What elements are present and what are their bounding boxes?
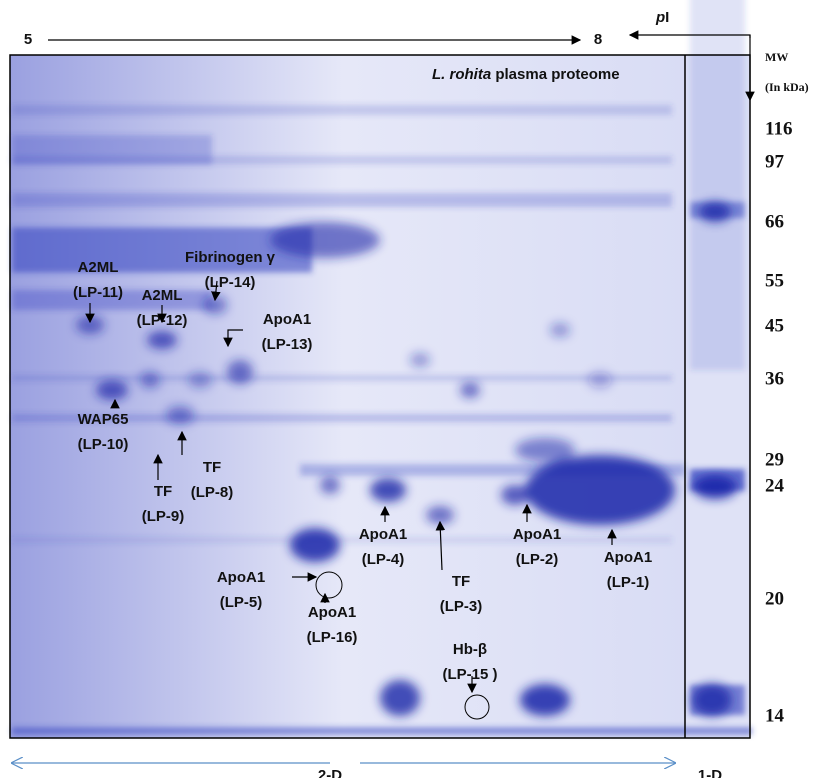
gel-streak — [12, 135, 212, 165]
gel-spot — [188, 372, 212, 388]
gel-streak — [12, 414, 672, 422]
pi-label: pI — [655, 9, 669, 26]
spot-circle — [464, 694, 490, 720]
annotation-protein: TF — [203, 459, 221, 476]
gel-spot — [147, 331, 177, 349]
gel-spot — [203, 296, 227, 314]
annotation-protein: ApoA1 — [308, 604, 356, 621]
annotation-spot: (LP-3) — [440, 598, 483, 615]
mw-marker: 14 — [765, 705, 785, 726]
gel-spot — [270, 222, 380, 258]
gel-spot — [520, 684, 570, 716]
annotation-protein: WAP65 — [78, 411, 129, 428]
gel-spot — [525, 455, 675, 525]
mw-marker: 45 — [765, 315, 784, 336]
pi-end: 8 — [594, 31, 602, 48]
1d-label: 1-D — [698, 767, 722, 778]
gel-spot — [588, 372, 612, 388]
annotation-protein: Fibrinogen γ — [185, 249, 276, 266]
annotation-protein: ApoA1 — [513, 526, 561, 543]
annotation-pointer — [435, 520, 446, 571]
mw-marker: 97 — [765, 151, 785, 172]
gel-spot — [96, 380, 128, 400]
pi-italic: p — [655, 9, 665, 26]
gel-spot — [550, 323, 570, 337]
annotation-protein: ApoA1 — [604, 549, 652, 566]
annotation-spot: (LP-4) — [362, 551, 405, 568]
annotation-protein: A2ML — [78, 259, 119, 276]
gel-streak — [12, 375, 672, 381]
annotation-spot: (LP-11) — [73, 284, 123, 301]
annotation-protein: ApoA1 — [359, 526, 407, 543]
gel-image — [9, 0, 752, 739]
gel-spot — [460, 382, 480, 398]
pi-start: 5 — [24, 31, 32, 48]
gel-spot — [227, 360, 253, 384]
gel-spot — [290, 528, 340, 562]
annotation-spot: (LP-16) — [307, 629, 358, 646]
mw-marker: 20 — [765, 588, 784, 609]
gel-spot — [380, 680, 420, 716]
gel-streak — [690, 0, 745, 370]
annotation-spot: (LP-10) — [78, 436, 129, 453]
gel-spot — [76, 316, 104, 334]
mw-label: MW — [765, 50, 788, 64]
gel-streak — [12, 105, 672, 115]
gel-streak — [12, 193, 672, 207]
annotation-protein: Hb-β — [453, 641, 487, 658]
annotation-protein: ApoA1 — [263, 311, 311, 328]
annotation-spot: (LP-13) — [262, 336, 313, 353]
gel-spot — [515, 438, 575, 462]
annotation-spot: (LP-9) — [142, 508, 185, 525]
species: L. rohita — [432, 66, 491, 83]
gel-spot — [410, 353, 430, 367]
gel-spot — [692, 684, 732, 716]
annotation-spot: (LP-14) — [205, 274, 256, 291]
mw-marker: 55 — [765, 270, 784, 291]
annotation-pointer — [223, 329, 243, 348]
mw-marker: 66 — [765, 211, 784, 232]
gel-streak — [12, 537, 672, 543]
annotation-protein: A2ML — [142, 287, 183, 304]
2d-label: 2-D — [318, 767, 342, 778]
annotation-spot: (LP-2) — [516, 551, 559, 568]
gel-streak — [12, 156, 672, 164]
annotation-spot: (LP-8) — [191, 484, 234, 501]
title-rest: plasma proteome — [495, 66, 619, 83]
pi-rest: I — [665, 9, 669, 26]
gel-spot — [166, 406, 194, 424]
annotation-protein: TF — [452, 573, 470, 590]
gel-spot — [426, 506, 454, 524]
mw-marker: 36 — [765, 368, 784, 389]
mw-marker: 29 — [765, 449, 784, 470]
gel-streak — [12, 727, 752, 735]
annotation-spot: (LP-1) — [607, 574, 650, 591]
gel-title: L. rohita plasma proteome — [432, 66, 620, 83]
gel-spot — [693, 475, 737, 499]
annotation-spot: (LP-15 ) — [442, 666, 497, 683]
gel-spot — [370, 478, 406, 502]
gel-spot — [501, 485, 529, 505]
annotation-protein: ApoA1 — [217, 569, 265, 586]
gel-streak — [12, 227, 312, 273]
gel-spot — [140, 372, 160, 388]
annotation-pointer — [211, 280, 221, 302]
mw-marker: 24 — [765, 475, 785, 496]
mw-marker: 116 — [765, 118, 792, 139]
gel-spot — [320, 476, 340, 494]
annotation-spot: (LP-5) — [220, 594, 263, 611]
gel-spot — [699, 202, 731, 222]
annotation-protein: TF — [154, 483, 172, 500]
mw-unit: (In kDa) — [765, 80, 809, 94]
